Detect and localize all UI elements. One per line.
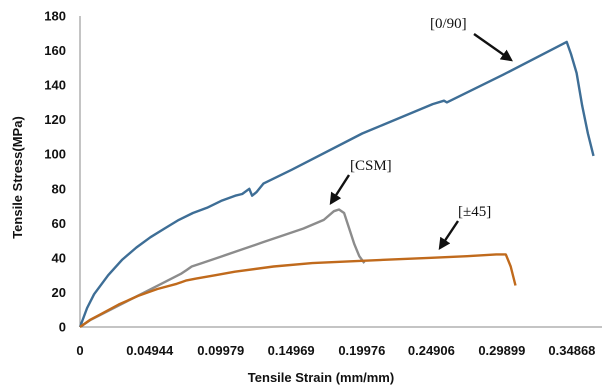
annotation-arrow: [329, 174, 351, 206]
y-tick-label: 40: [52, 250, 66, 265]
y-tick-labels: 0 20 40 60 80 100 120 140 160 180: [44, 9, 66, 335]
x-tick-label: 0.24906: [408, 343, 455, 358]
series-annotation-label: [±45]: [458, 204, 491, 220]
x-tick-label: 0.04944: [126, 343, 174, 358]
y-tick-label: 20: [52, 285, 66, 300]
y-axis-title: Tensile Stress(MPa): [10, 116, 25, 239]
x-tick-label: 0.14969: [268, 343, 315, 358]
y-tick-label: 180: [44, 9, 66, 24]
annotation-arrow: [438, 220, 459, 250]
annotation-arrow: [473, 33, 513, 62]
y-tick-label: 0: [59, 320, 66, 335]
x-tick-label: 0: [76, 343, 83, 358]
x-tick-label: 0.29899: [478, 343, 525, 358]
y-tick-label: 120: [44, 112, 66, 127]
y-tick-label: 140: [44, 78, 66, 93]
series-line: [79, 253, 517, 328]
x-axis-title: Tensile Strain (mm/mm): [248, 370, 394, 385]
y-tick-label: 100: [44, 147, 66, 162]
y-tick-label: 160: [44, 43, 66, 58]
series-annotation-label: [CSM]: [350, 158, 392, 174]
y-tick-label: 80: [52, 181, 66, 196]
x-tick-labels: 0 0.04944 0.09979 0.14969 0.19976 0.24906 0.29…: [76, 343, 595, 358]
series-lines: [78, 40, 595, 328]
series-line: [78, 40, 595, 328]
x-tick-label: 0.19976: [338, 343, 385, 358]
y-tick-label: 60: [52, 216, 66, 231]
x-tick-label: 0.09979: [197, 343, 244, 358]
x-tick-label: 0.34868: [548, 343, 595, 358]
series-annotation-label: [0/90]: [430, 16, 467, 32]
series-annotations: [0/90] [CSM] [±45]: [329, 16, 513, 250]
